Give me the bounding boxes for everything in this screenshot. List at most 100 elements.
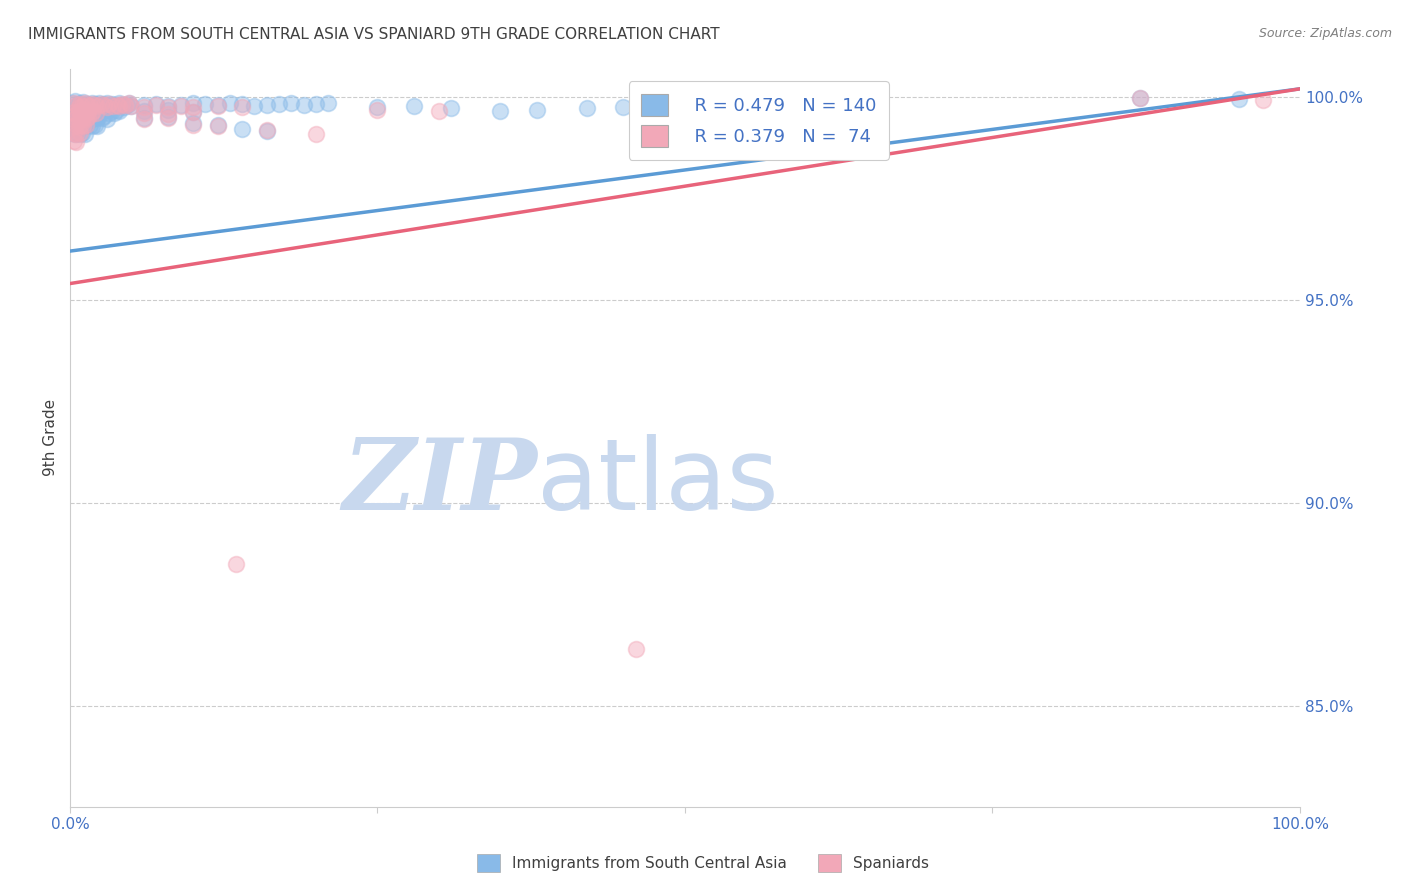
Point [75, 118, 97, 132]
Point [90, 98, 112, 112]
Point [62, 95, 84, 110]
Point [96, 112, 118, 127]
Point [267, 97, 290, 112]
Point [280, 95, 302, 110]
Point [62, 106, 84, 120]
Point [62, 119, 84, 133]
Point [100, 97, 122, 112]
Point [67, 104, 90, 119]
Point [90, 104, 112, 119]
Point [108, 99, 131, 113]
Point [256, 123, 278, 137]
Point [72, 119, 94, 133]
Point [72, 95, 94, 109]
Point [110, 98, 132, 112]
Point [62, 112, 84, 127]
Point [93, 109, 115, 123]
Point [65, 111, 87, 125]
Point [305, 97, 328, 112]
Point [79, 103, 101, 117]
Point [207, 119, 229, 133]
Point [75, 106, 97, 120]
Point [62, 105, 84, 120]
Point [66, 111, 89, 125]
Point [84, 100, 107, 114]
Point [526, 103, 548, 117]
Point [82, 104, 104, 119]
Point [225, 557, 247, 571]
Point [157, 103, 180, 117]
Point [489, 104, 512, 119]
Point [76, 98, 98, 112]
Point [98, 106, 121, 120]
Y-axis label: 9th Grade: 9th Grade [44, 400, 58, 476]
Point [60, 119, 83, 133]
Point [157, 110, 180, 124]
Point [63, 118, 86, 132]
Point [1251, 93, 1274, 107]
Point [79, 98, 101, 112]
Point [112, 100, 135, 114]
Point [132, 112, 155, 127]
Point [84, 103, 107, 117]
Point [98, 97, 121, 112]
Point [157, 99, 180, 113]
Point [69, 97, 91, 112]
Point [1227, 92, 1250, 106]
Point [73, 119, 96, 133]
Point [145, 97, 167, 112]
Point [80, 95, 103, 110]
Point [89, 95, 111, 110]
Point [90, 111, 112, 125]
Point [72, 111, 94, 125]
Point [65, 136, 87, 150]
Point [218, 95, 240, 110]
Point [77, 110, 100, 124]
Point [96, 100, 118, 114]
Point [83, 98, 105, 112]
Point [83, 101, 105, 115]
Point [76, 111, 98, 125]
Point [62, 134, 84, 148]
Point [87, 104, 110, 119]
Point [67, 112, 90, 127]
Point [80, 105, 103, 120]
Point [83, 110, 105, 124]
Point [86, 99, 108, 113]
Point [70, 126, 93, 140]
Point [79, 99, 101, 113]
Point [79, 118, 101, 132]
Point [181, 105, 204, 120]
Point [243, 99, 266, 113]
Point [82, 99, 104, 113]
Point [207, 99, 229, 113]
Point [70, 107, 93, 121]
Point [207, 118, 229, 132]
Point [86, 111, 108, 125]
Point [72, 103, 94, 117]
Point [60, 112, 83, 127]
Point [132, 104, 155, 119]
Point [89, 106, 111, 120]
Point [67, 104, 90, 119]
Point [73, 128, 96, 142]
Point [624, 641, 647, 656]
Point [181, 105, 204, 120]
Point [181, 100, 204, 114]
Point [103, 98, 125, 112]
Point [145, 98, 167, 112]
Point [83, 97, 105, 112]
Text: atlas: atlas [537, 434, 779, 531]
Point [305, 128, 328, 142]
Point [69, 128, 91, 142]
Point [84, 106, 107, 120]
Point [132, 106, 155, 120]
Point [93, 97, 115, 112]
Point [108, 95, 131, 110]
Point [93, 101, 115, 115]
Point [77, 106, 100, 120]
Point [70, 105, 93, 120]
Point [316, 95, 339, 110]
Point [77, 105, 100, 120]
Point [82, 104, 104, 119]
